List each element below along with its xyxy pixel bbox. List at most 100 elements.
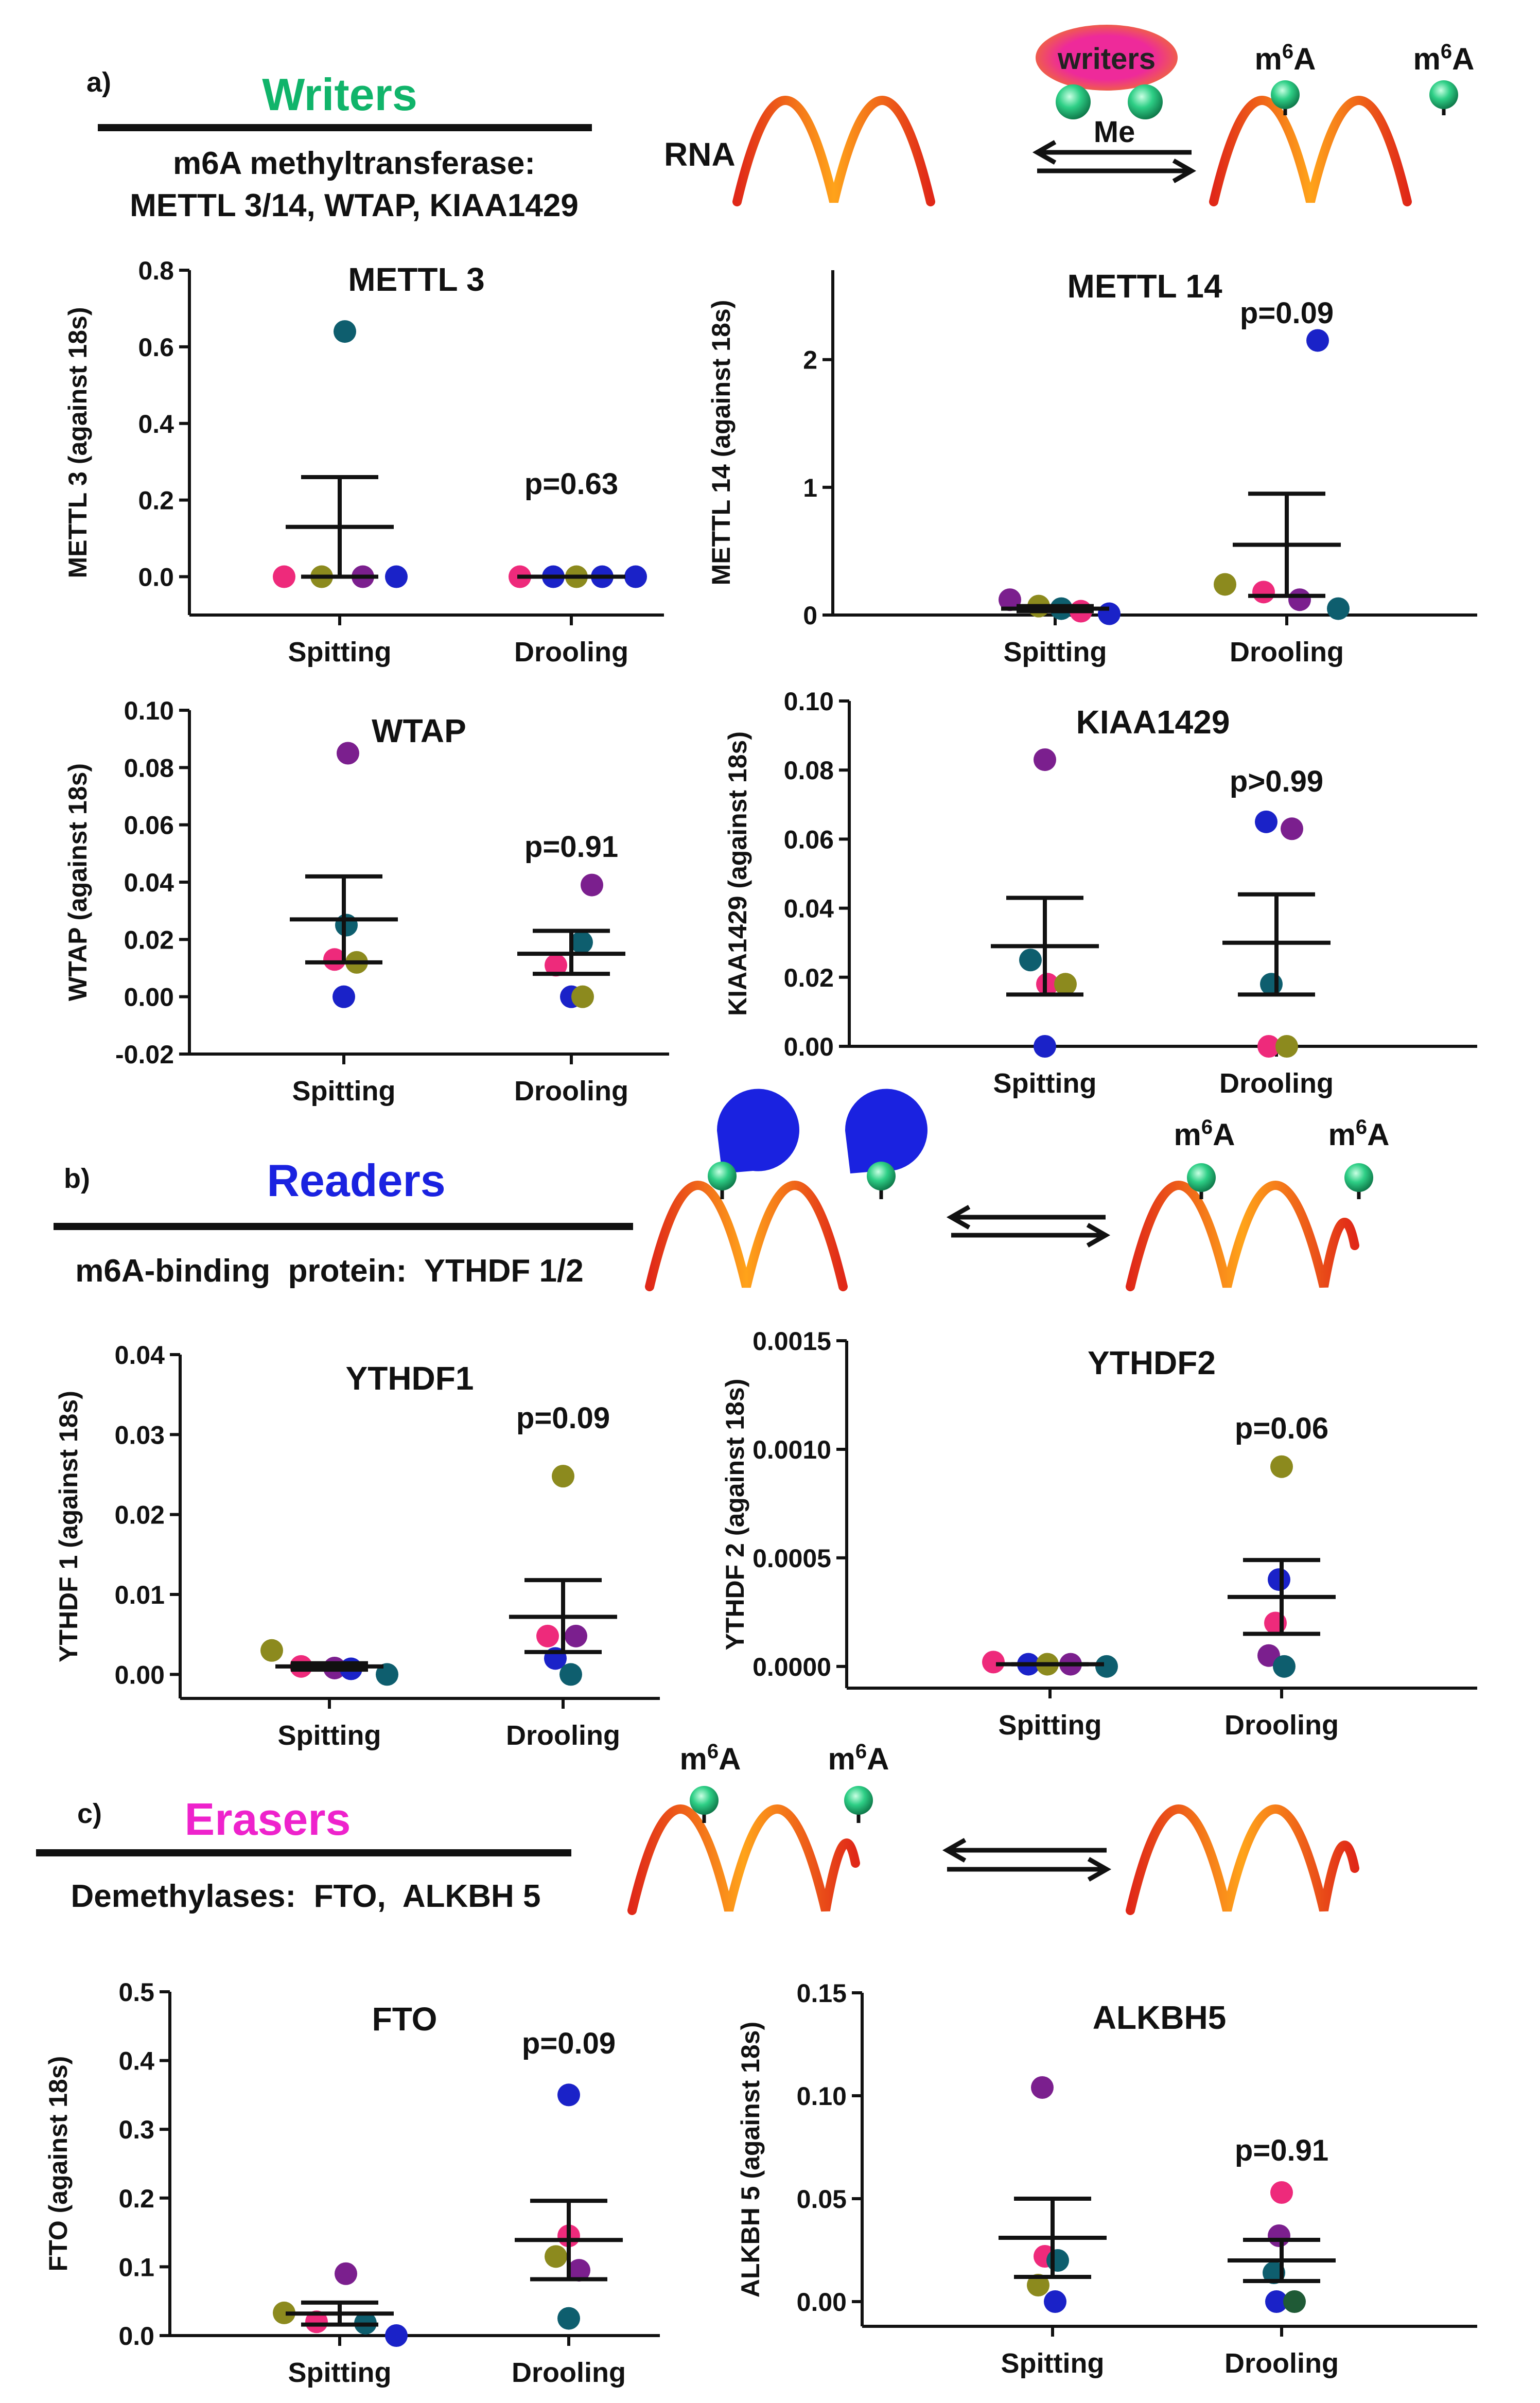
data-point: [260, 1639, 283, 1662]
m6a-ball: [690, 1786, 719, 1815]
data-point: [1214, 573, 1236, 596]
data-point: [1268, 2224, 1290, 2247]
section-title: Erasers: [185, 1794, 351, 1845]
data-point: [273, 2301, 295, 2324]
y-tick-label: 0.06: [784, 825, 834, 854]
data-point: [536, 1624, 559, 1647]
y-tick-label: 0.05: [797, 2185, 847, 2214]
data-point: [273, 565, 295, 588]
p-value-label: p>0.99: [1230, 765, 1323, 798]
data-point: [581, 873, 603, 897]
section-letter: a): [86, 67, 111, 98]
y-tick-label: 0.1: [118, 2253, 154, 2282]
data-point: [1281, 817, 1303, 840]
data-point: [1095, 1655, 1118, 1678]
y-tick-label: 0.00: [124, 983, 174, 1012]
charts: 0.0 0.2 0.4 0.6 0.8 Spitting Drooling METTL 3 ME…: [44, 256, 1477, 2388]
chart-title: YTHDF2: [1088, 1344, 1216, 1381]
p-value-label: p=0.91: [524, 830, 618, 864]
y-tick-label: 0.2: [138, 486, 174, 515]
data-point: [1283, 2290, 1306, 2313]
y-axis-label: METTL 3 (against 18s): [63, 307, 92, 578]
data-point: [557, 2083, 580, 2107]
y-tick-label: 0.10: [797, 2082, 847, 2111]
rna-strand: [1209, 96, 1412, 206]
data-point: [568, 2259, 590, 2282]
data-point: [335, 914, 358, 937]
data-point: [624, 565, 647, 588]
y-axis-label: YTHDF 1 (against 18s): [54, 1391, 83, 1662]
m6a-ball: [867, 1162, 896, 1190]
x-tick-label: Drooling: [1219, 1068, 1334, 1099]
x-tick-label: Drooling: [1224, 2348, 1339, 2379]
data-point: [1327, 597, 1350, 620]
chart-mettl14: 0 1 2 Spitting Drooling METTL 14 METTL 14 (aga…: [707, 268, 1477, 668]
m6a-label: m6A: [1174, 1116, 1235, 1152]
data-point: [552, 1465, 574, 1488]
section-subtitle-line: METTL 3/14, WTAP, KIAA1429: [130, 188, 579, 223]
x-tick-label: Spitting: [288, 637, 392, 668]
y-axis-label: YTHDF 2 (against 18s): [721, 1379, 749, 1651]
y-tick-label: 0.00: [797, 2288, 847, 2317]
data-point: [570, 931, 593, 954]
chart-fto: 0.0 0.1 0.2 0.3 0.4 0.5 Spitting Drooling FTO FTO…: [44, 1978, 660, 2388]
data-point: [545, 2245, 567, 2268]
y-tick-label: 0.08: [124, 753, 174, 782]
x-tick-label: Spitting: [1004, 637, 1107, 668]
x-tick-label: Spitting: [999, 1710, 1102, 1741]
y-tick-label: 0.5: [118, 1978, 154, 2007]
data-point: [1288, 588, 1311, 611]
data-point: [559, 1663, 582, 1686]
data-point: [1036, 973, 1059, 996]
m6a-label: m6A: [828, 1740, 889, 1776]
data-point: [1306, 329, 1329, 352]
y-axis-label: WTAP (against 18s): [63, 763, 92, 1001]
data-point: [571, 985, 594, 1008]
m6a-ball: [1271, 80, 1300, 109]
writer-label: writers: [1057, 42, 1156, 76]
x-tick-label: Spitting: [288, 2357, 392, 2388]
equilibrium-arrows: [942, 1838, 1112, 1882]
y-tick-label: 0.8: [138, 256, 174, 285]
chart-title: METTL 3: [348, 261, 485, 298]
data-point: [1019, 949, 1042, 972]
data-point: [557, 2307, 580, 2330]
rna-strand: [645, 1181, 848, 1291]
data-point: [1031, 2076, 1054, 2099]
y-tick-label: 0.0: [138, 563, 174, 592]
data-point: [565, 1624, 587, 1647]
m6a-label: m6A: [1413, 40, 1475, 76]
data-point: [1044, 2290, 1066, 2313]
chart-title: FTO: [372, 2001, 437, 2038]
data-point: [1270, 2181, 1293, 2204]
section-subtitle-line: Demethylases: FTO, ALKBH 5: [71, 1879, 540, 1914]
m6a-label: m6A: [680, 1740, 741, 1776]
rna-strand: [732, 96, 935, 206]
y-tick-label: 0.00: [784, 1032, 834, 1061]
section-erasers: c) Erasers Demethylases: FTO, ALKBH 5: [36, 1794, 571, 1914]
methyl-ball: [1056, 84, 1091, 119]
chart-title: WTAP: [372, 712, 466, 749]
y-tick-label: 0.01: [115, 1581, 165, 1609]
section-letter: c): [77, 1798, 102, 1829]
y-tick-label: 0.04: [124, 868, 174, 897]
y-tick-label: 0.03: [115, 1420, 165, 1449]
y-tick-label: 0.04: [115, 1341, 165, 1370]
schematic-erasers: m6A m6A: [627, 1740, 1359, 1915]
data-point: [1275, 1035, 1298, 1058]
m6a-ball: [1429, 80, 1458, 109]
y-axis-label: METTL 14 (against 18s): [707, 300, 736, 586]
y-tick-label: 0.00: [115, 1660, 165, 1689]
p-value-label: p=0.09: [516, 1401, 610, 1435]
y-tick-label: 0.4: [118, 2047, 154, 2076]
section-subtitle-line: m6A-binding protein: YTHDF 1/2: [75, 1253, 583, 1289]
section-writers: a) Writers m6A methyltransferase: METTL …: [86, 67, 592, 223]
y-tick-label: 0.3: [118, 2115, 154, 2144]
data-point: [999, 588, 1021, 611]
data-point: [334, 320, 356, 343]
x-tick-label: Spitting: [993, 1068, 1097, 1099]
data-point: [1260, 973, 1283, 996]
data-point: [1046, 2249, 1069, 2272]
rna-strand: [627, 1804, 860, 1915]
chart-ythdf1: 0.00 0.01 0.02 0.03 0.04 Spitting Drooling YTHD…: [54, 1341, 660, 1751]
